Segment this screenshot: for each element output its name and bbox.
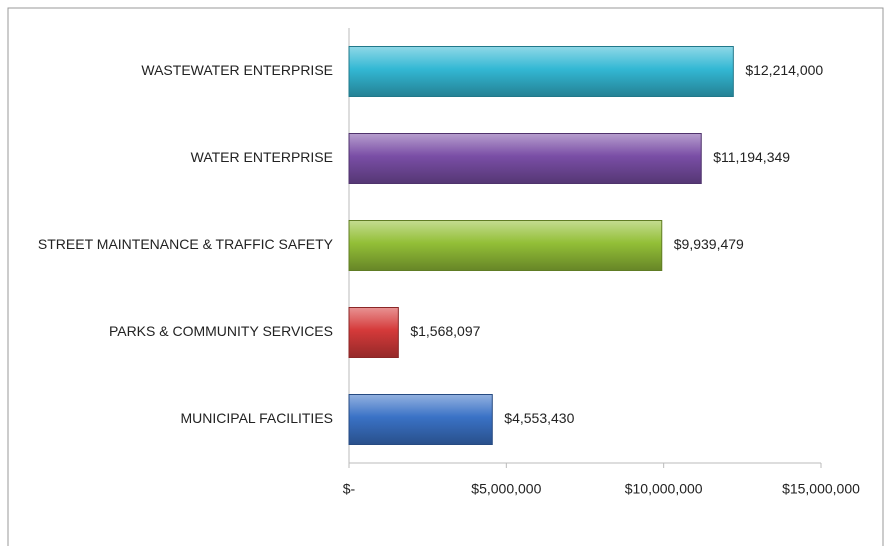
bar [348,46,734,97]
bar [348,133,702,184]
bar [348,394,493,445]
y-tick-label: STREET MAINTENANCE & TRAFFIC SAFETY [38,236,334,252]
y-tick-label: MUNICIPAL FACILITIES [181,410,333,426]
data-label: $12,214,000 [745,62,823,78]
y-tick-label: WATER ENTERPRISE [191,149,333,165]
x-tick-label: $5,000,000 [471,481,541,497]
y-tick-label: PARKS & COMMUNITY SERVICES [109,323,333,339]
data-label: $11,194,349 [713,149,790,165]
bar [348,307,399,358]
x-tick-label: $15,000,000 [782,481,860,497]
x-tick-label: $10,000,000 [625,481,703,497]
data-label: $4,553,430 [504,410,574,426]
bar [348,220,663,271]
data-label: $1,568,097 [410,323,480,339]
data-label: $9,939,479 [674,236,744,252]
y-tick-label: WASTEWATER ENTERPRISE [141,62,333,78]
x-tick-label: $- [343,481,356,497]
chart-frame [7,7,884,546]
